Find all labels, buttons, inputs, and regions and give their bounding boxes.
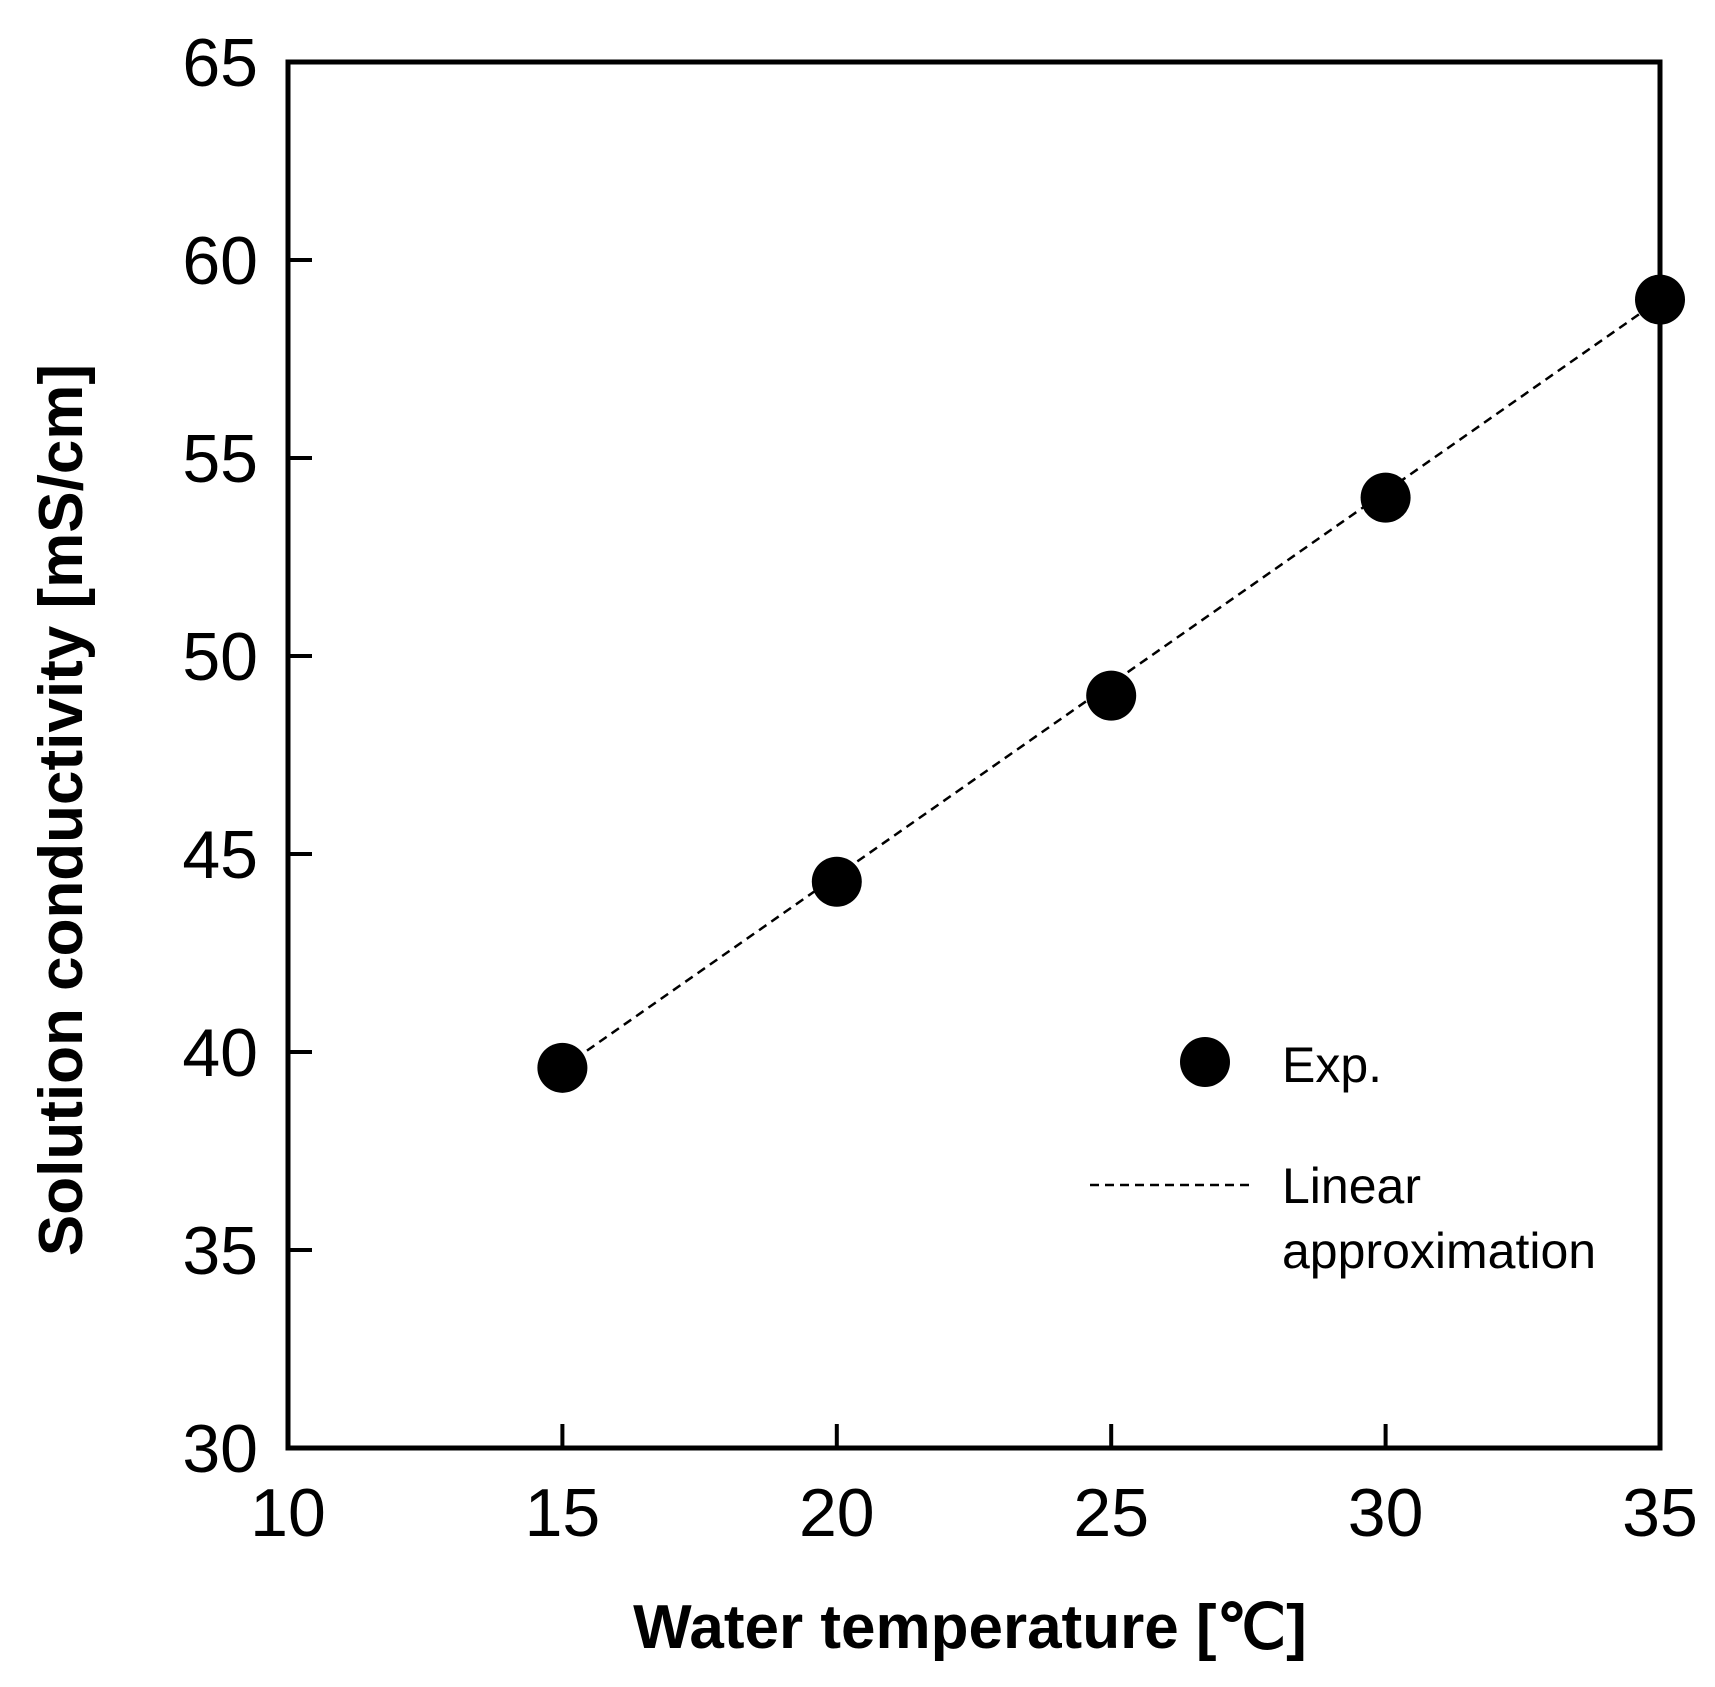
x-tick-label: 30 xyxy=(1348,1475,1424,1551)
x-tick-label: 35 xyxy=(1622,1475,1698,1551)
exp-data-point xyxy=(1360,472,1411,523)
legend: Exp. Linear approximation xyxy=(1090,1037,1596,1279)
y-tick-label: 55 xyxy=(182,421,258,497)
y-tick-label: 35 xyxy=(182,1213,258,1289)
x-tick-label: 25 xyxy=(1073,1475,1149,1551)
y-tick-label: 50 xyxy=(182,619,258,695)
linear-approximation-line xyxy=(561,298,1661,1069)
x-tick-label: 15 xyxy=(525,1475,601,1551)
exp-data-point xyxy=(537,1042,588,1093)
legend-linear-label-line2: approximation xyxy=(1282,1223,1596,1279)
series-layer xyxy=(537,274,1685,1093)
x-axis-title: Water temperature [℃] xyxy=(633,1593,1307,1662)
y-tick-label: 45 xyxy=(182,817,258,893)
y-tick-label: 30 xyxy=(182,1411,258,1487)
x-tick-label: 10 xyxy=(250,1475,326,1551)
y-tick-label: 60 xyxy=(182,223,258,299)
y-tick-label: 65 xyxy=(182,25,258,101)
exp-data-point xyxy=(1086,670,1137,721)
plot-frame xyxy=(285,59,1663,1451)
tick-labels: 10 15 20 25 30 35 30 35 40 45 50 55 60 65 xyxy=(182,25,1697,1551)
y-axis-title: Solution conductivity [mS/cm] xyxy=(27,364,96,1256)
x-tick-label: 20 xyxy=(799,1475,875,1551)
y-tick-label: 40 xyxy=(182,1015,258,1091)
exp-data-point xyxy=(811,856,862,907)
legend-exp-marker xyxy=(1180,1037,1230,1087)
legend-linear-label-line1: Linear xyxy=(1282,1158,1421,1214)
legend-exp-label: Exp. xyxy=(1282,1037,1382,1093)
